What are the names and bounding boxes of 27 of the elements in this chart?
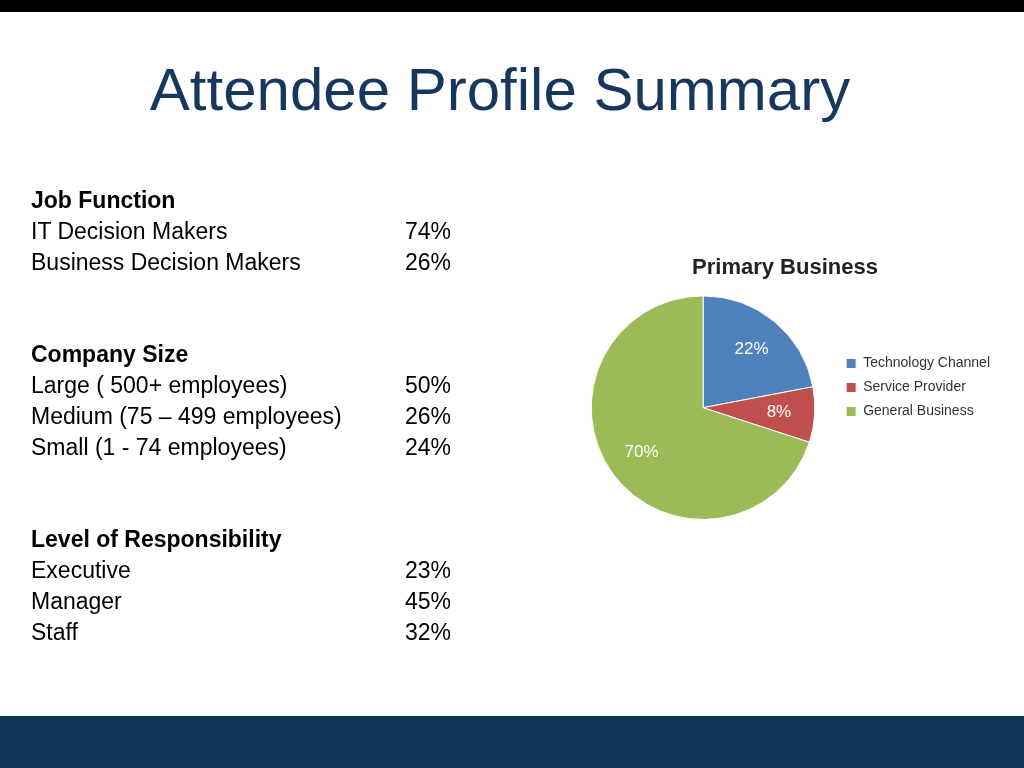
chart-title: Primary Business <box>692 254 878 280</box>
text: Large ( 500+ employees) <box>31 371 288 400</box>
data-label: 8% <box>766 402 792 422</box>
legend-label: Technology Channel <box>863 354 991 371</box>
text: 23% <box>404 556 451 585</box>
text: 45% <box>404 587 451 616</box>
text: Company Size <box>31 340 190 369</box>
text: Business Decision Makers <box>31 248 301 277</box>
text: 24% <box>404 433 451 462</box>
text: Executive <box>31 556 131 585</box>
text: Level of Responsibility <box>31 525 283 554</box>
text: Attendee Profile Summary <box>148 55 852 124</box>
text: Small (1 - 74 employees) <box>31 433 287 462</box>
text: 32% <box>404 618 451 647</box>
text: IT Decision Makers <box>31 217 228 246</box>
data-label: 70% <box>624 442 659 462</box>
legend-label: General Business <box>863 402 974 419</box>
text: Manager <box>31 587 122 616</box>
text: Job Function <box>31 186 177 215</box>
text: 26% <box>404 248 451 277</box>
text: Staff <box>31 618 78 647</box>
text: 26% <box>404 402 451 431</box>
text: 50% <box>404 371 451 400</box>
text: 74% <box>404 217 451 246</box>
data-label: 22% <box>734 338 769 358</box>
legend-label: Service Provider <box>863 378 967 395</box>
text: Medium (75 – 499 employees) <box>31 402 342 431</box>
